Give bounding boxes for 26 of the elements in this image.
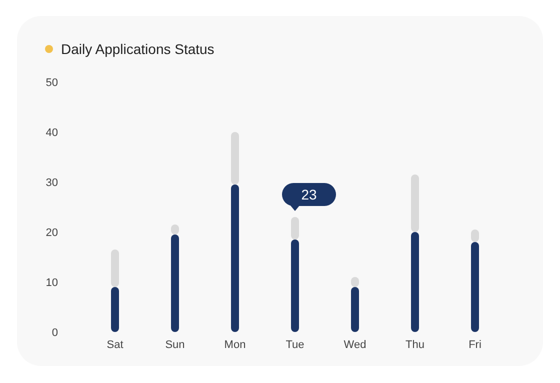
x-tick-label: Sat: [106, 338, 124, 351]
bar: [291, 217, 299, 240]
x-tick-label: Sun: [165, 338, 185, 351]
y-tick-label: 50: [46, 76, 58, 89]
y-tick-label: 30: [46, 176, 58, 189]
x-tick-label: Wed: [344, 338, 366, 351]
bar: [411, 232, 419, 332]
bar: [111, 287, 119, 332]
bar: [111, 250, 119, 287]
bar: [171, 234, 179, 332]
x-tick-label: Tue: [286, 338, 304, 351]
annotation: 23: [301, 186, 317, 202]
bar: [231, 132, 239, 184]
chart-title: Daily Applications Status: [61, 41, 214, 57]
y-tick-label: 40: [46, 126, 58, 139]
y-tick-label: 20: [46, 226, 58, 239]
y-tick-label: 10: [46, 276, 58, 289]
y-tick-label: 0: [52, 326, 58, 339]
bar: [231, 184, 239, 332]
x-tick-label: Fri: [468, 338, 482, 351]
x-tick-label: Thu: [406, 338, 424, 351]
x-tick-label: Mon: [224, 338, 246, 351]
bar: [471, 242, 479, 332]
bar: [411, 174, 419, 232]
bar: [351, 287, 359, 332]
bar: [291, 240, 299, 332]
